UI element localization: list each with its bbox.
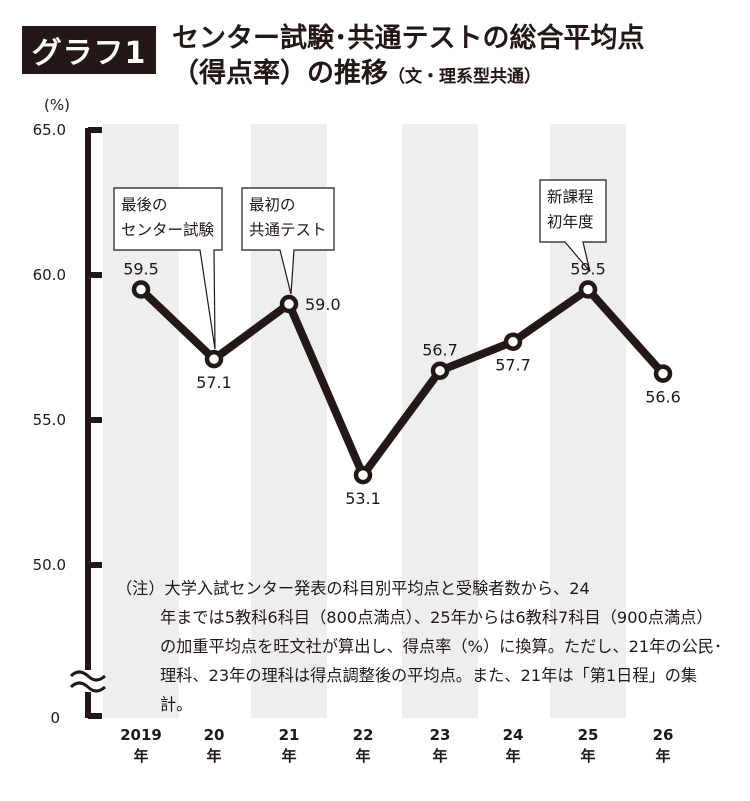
chart-note: （注）大学入試センター発表の科目別平均点と受験者数から、24 年までは5教科6科… xyxy=(116,574,728,719)
x-tick-label-1: 20 xyxy=(204,726,225,744)
x-tick-label-year-7: 年 xyxy=(655,747,670,765)
callout-text-0-1: センター試験 xyxy=(121,221,215,239)
callout-text-1-0: 最初の xyxy=(249,196,296,214)
data-point-1 xyxy=(204,349,224,369)
chart-subtitle: （文・理系型共通） xyxy=(388,66,541,87)
x-tick-label-year-5: 年 xyxy=(505,747,520,765)
note-body: 年までは5教科6科目（800点満点）、25年からは6教科7科目（900点満点）の… xyxy=(160,608,723,714)
chart-title: センター試験･共通テストの総合平均点 （得点率）の推移（文・理系型共通） xyxy=(172,22,732,91)
x-tick-label-0: 2019 xyxy=(120,726,162,744)
y-tick-label-3: 50.0 xyxy=(33,556,66,574)
data-point-6 xyxy=(578,280,598,299)
x-tick-label-year-4: 年 xyxy=(432,747,447,765)
data-label-0: 59.5 xyxy=(123,260,159,279)
callout-text-2-1: 初年度 xyxy=(547,213,594,231)
chart-title-line1: センター試験･共通テストの総合平均点 xyxy=(172,23,645,54)
shade-column-4 xyxy=(402,124,478,718)
chart-title-line2: （得点率）の推移 xyxy=(172,57,388,89)
axis-break-wave-top xyxy=(69,670,106,682)
data-label-1: 57.1 xyxy=(196,373,232,392)
note-first-line: （注）大学入試センター発表の科目別平均点と受験者数から、24 xyxy=(116,579,590,598)
callout-text-1-1: 共通テスト xyxy=(249,221,327,239)
x-tick-label-4: 23 xyxy=(430,726,451,744)
x-tick-label-year-2: 年 xyxy=(281,747,296,765)
callout-box-2 xyxy=(539,179,607,272)
callout-text-0-0: 最後の xyxy=(121,196,168,214)
graph-number-badge: グラフ1 xyxy=(22,26,156,74)
data-label-5: 57.7 xyxy=(495,356,531,375)
series-line xyxy=(137,285,667,480)
x-tick-label-6: 25 xyxy=(578,726,599,744)
x-tick-label-year-6: 年 xyxy=(580,747,595,765)
axis-break-wave-bottom xyxy=(69,681,106,693)
x-tick-label-year-3: 年 xyxy=(355,747,370,765)
x-tick-label-2: 21 xyxy=(279,726,300,744)
x-tick-label-5: 24 xyxy=(503,726,524,744)
data-point-2 xyxy=(279,294,299,314)
axis-break-gap xyxy=(78,670,98,692)
x-tick-label-year-0: 年 xyxy=(133,747,148,765)
data-point-4 xyxy=(430,361,450,380)
y-axis-unit-label: (%) xyxy=(44,96,70,114)
data-point-0 xyxy=(131,280,151,299)
x-tick-label-3: 22 xyxy=(353,726,374,744)
y-tick-label-zero: 0 xyxy=(50,709,60,727)
callout-box-0 xyxy=(113,187,223,350)
data-label-2: 59.0 xyxy=(305,295,341,314)
callout-text-2-0: 新課程 xyxy=(547,188,594,206)
data-point-3 xyxy=(353,465,373,485)
data-point-5 xyxy=(503,332,523,351)
x-tick-label-year-1: 年 xyxy=(206,747,221,765)
callout-box-1 xyxy=(241,187,335,295)
data-point-7 xyxy=(653,364,673,383)
data-label-6: 59.5 xyxy=(570,260,606,279)
data-label-7: 56.6 xyxy=(645,388,681,407)
data-label-3: 53.1 xyxy=(345,489,381,508)
x-tick-label-7: 26 xyxy=(653,726,674,744)
y-tick-label-0: 65.0 xyxy=(33,121,66,139)
data-label-4: 56.7 xyxy=(422,341,458,360)
y-tick-label-2: 55.0 xyxy=(33,411,66,429)
y-tick-label-1: 60.0 xyxy=(33,266,66,284)
